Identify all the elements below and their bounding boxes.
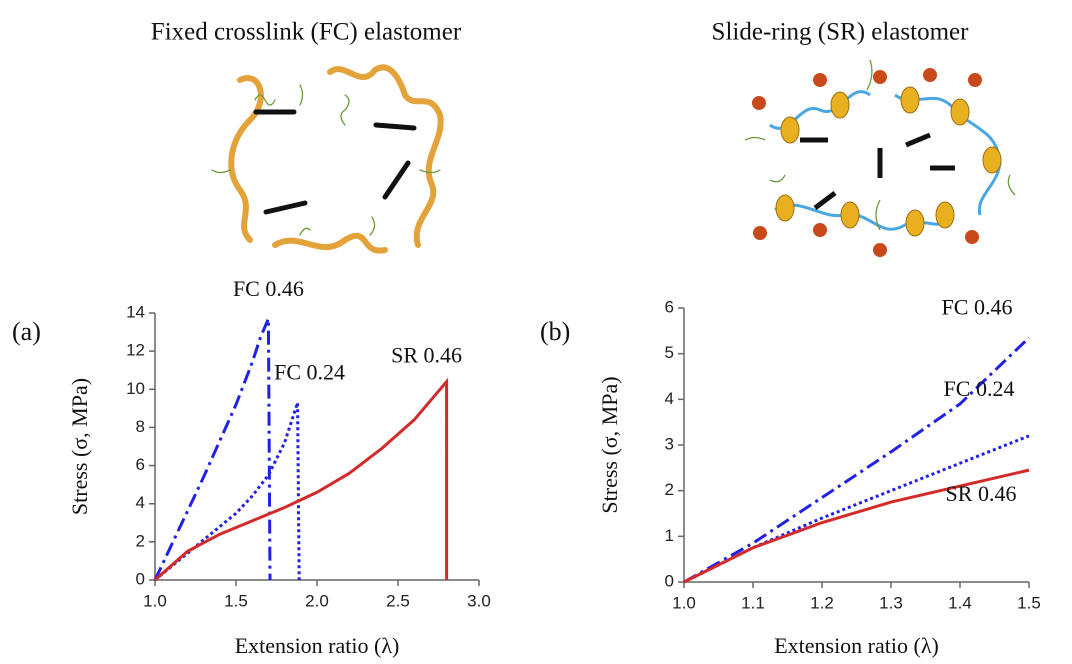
y-tick-label: 6 bbox=[665, 297, 674, 316]
y-tick-label: 4 bbox=[665, 389, 674, 408]
x-tick-label: 1.2 bbox=[810, 593, 834, 612]
series-line bbox=[683, 336, 1031, 584]
y-tick-label: 1 bbox=[665, 526, 674, 545]
y-tick-label: 0 bbox=[136, 569, 145, 588]
x-tick-label: 1.5 bbox=[224, 591, 248, 610]
y-tick-label: 8 bbox=[136, 417, 145, 436]
y-tick-label: 3 bbox=[665, 434, 674, 453]
series-label: FC 0.46 bbox=[942, 295, 1013, 320]
x-axis-label: Extension ratio (λ) bbox=[235, 633, 400, 658]
y-tick-label: 6 bbox=[136, 455, 145, 474]
fc-schematic bbox=[211, 64, 444, 254]
x-tick-label: 1.0 bbox=[143, 591, 167, 610]
x-tick-label: 3.0 bbox=[467, 591, 491, 610]
sr-schematic bbox=[744, 59, 1016, 257]
y-axis-label: Stress (σ, MPa) bbox=[597, 376, 622, 513]
series-line bbox=[153, 318, 272, 581]
x-tick-label: 1.0 bbox=[672, 593, 696, 612]
y-tick-label: 0 bbox=[665, 571, 674, 590]
y-tick-label: 2 bbox=[665, 480, 674, 499]
x-tick-label: 1.1 bbox=[741, 593, 765, 612]
series-line bbox=[683, 468, 1030, 584]
panel-label: (b) bbox=[540, 317, 570, 346]
x-tick-label: 2.5 bbox=[386, 591, 410, 610]
x-tick-label: 2.0 bbox=[305, 591, 329, 610]
series-label: FC 0.24 bbox=[274, 360, 345, 385]
y-tick-label: 10 bbox=[126, 379, 145, 398]
panel-label: (a) bbox=[12, 317, 41, 346]
x-tick-label: 1.3 bbox=[879, 593, 903, 612]
series-line bbox=[154, 377, 449, 582]
series-line bbox=[683, 434, 1030, 584]
y-tick-label: 14 bbox=[126, 302, 145, 321]
series-label: SR 0.46 bbox=[946, 481, 1017, 506]
y-tick-label: 4 bbox=[136, 493, 145, 512]
y-tick-label: 5 bbox=[665, 343, 674, 362]
y-tick-label: 12 bbox=[126, 341, 145, 360]
x-axis-label: Extension ratio (λ) bbox=[774, 633, 939, 658]
y-tick-label: 2 bbox=[136, 531, 145, 550]
x-tick-label: 1.4 bbox=[948, 593, 972, 612]
schematic-title: Fixed crosslink (FC) elastomer bbox=[151, 19, 462, 46]
y-axis-label: Stress (σ, MPa) bbox=[67, 378, 92, 515]
x-tick-label: 1.5 bbox=[1017, 593, 1041, 612]
series-line bbox=[154, 402, 301, 582]
series-label: FC 0.46 bbox=[233, 276, 304, 301]
schematic-title: Slide-ring (SR) elastomer bbox=[712, 19, 970, 46]
series-label: SR 0.46 bbox=[391, 343, 462, 368]
series-label: FC 0.24 bbox=[944, 376, 1015, 401]
